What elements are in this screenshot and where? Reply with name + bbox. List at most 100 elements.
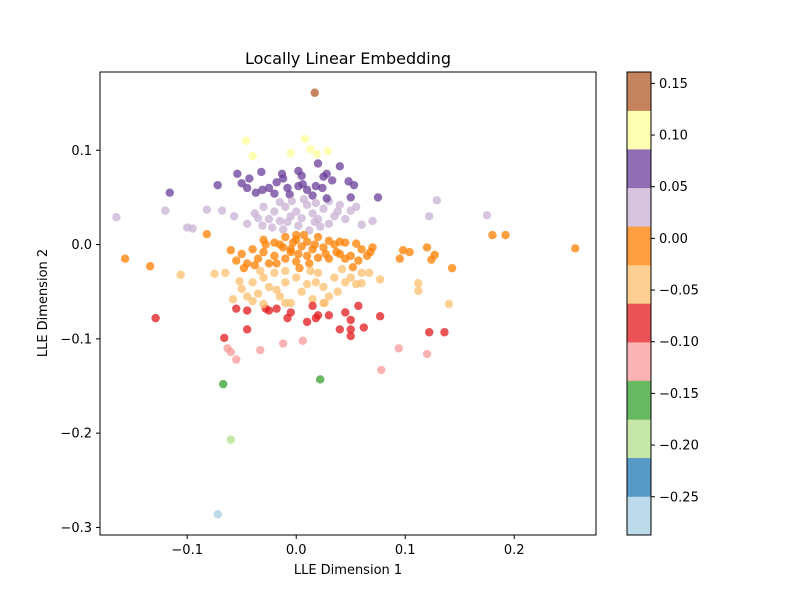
- data-point: [277, 169, 287, 179]
- data-point: [310, 88, 319, 97]
- data-point: [213, 510, 222, 519]
- data-point: [248, 245, 257, 254]
- data-point: [319, 204, 328, 213]
- data-point: [341, 254, 350, 263]
- points-layer: [112, 88, 580, 519]
- data-point: [217, 206, 227, 215]
- data-point: [348, 262, 358, 272]
- data-point: [259, 273, 268, 282]
- plot-frame: [99, 71, 597, 536]
- data-point: [272, 259, 281, 268]
- data-point: [297, 287, 306, 296]
- data-point: [422, 349, 432, 359]
- y-axis-label: LLE Dimension 2: [36, 249, 51, 357]
- data-point: [337, 264, 347, 274]
- data-point: [327, 176, 337, 185]
- data-point: [275, 197, 285, 207]
- data-point: [292, 207, 301, 216]
- data-point: [319, 172, 328, 181]
- data-point: [357, 245, 366, 254]
- colorbar-segment: [627, 303, 651, 343]
- data-point: [313, 232, 323, 242]
- data-point: [302, 237, 312, 246]
- data-point: [341, 214, 350, 224]
- data-point: [294, 221, 303, 230]
- data-point: [298, 180, 307, 189]
- data-point: [346, 325, 355, 334]
- data-point: [368, 216, 377, 226]
- data-point: [335, 200, 345, 210]
- data-point: [270, 189, 279, 198]
- data-point: [281, 202, 290, 212]
- data-point: [292, 257, 301, 266]
- colorbar-segment: [627, 496, 651, 536]
- data-point: [213, 180, 222, 190]
- data-point: [313, 253, 323, 262]
- data-point: [308, 209, 317, 218]
- x-axis: −0.1 0.0 0.1 0.2: [171, 535, 525, 558]
- data-point: [351, 239, 361, 248]
- data-point: [341, 278, 350, 287]
- data-point: [425, 328, 434, 337]
- data-point: [220, 333, 229, 343]
- data-point: [145, 262, 155, 271]
- data-point: [235, 277, 244, 286]
- data-point: [324, 236, 334, 245]
- data-point: [264, 282, 274, 292]
- data-point: [264, 214, 274, 224]
- colorbar-segment: [627, 380, 651, 420]
- data-point: [283, 313, 292, 323]
- data-point: [311, 278, 321, 287]
- colorbar-tick-label: −0.20: [659, 439, 699, 454]
- data-point: [297, 242, 306, 251]
- data-point: [202, 229, 212, 239]
- data-point: [253, 254, 263, 263]
- data-point: [288, 238, 298, 247]
- data-point: [324, 292, 334, 301]
- data-point: [281, 254, 290, 263]
- data-point: [313, 159, 323, 168]
- data-point: [248, 151, 257, 161]
- data-point: [299, 230, 309, 240]
- data-point: [373, 193, 383, 202]
- data-point: [305, 259, 314, 268]
- data-point: [264, 259, 274, 268]
- colorbar-tick-label: 0.15: [659, 77, 688, 92]
- y-tick-label: −0.2: [60, 427, 92, 442]
- data-point: [229, 212, 239, 221]
- data-point: [306, 145, 315, 154]
- data-point: [275, 216, 285, 226]
- data-point: [488, 230, 497, 240]
- data-point: [242, 292, 252, 301]
- data-point: [256, 266, 265, 276]
- colorbar-segment: [627, 264, 651, 304]
- data-point: [272, 285, 281, 295]
- data-point: [306, 266, 315, 276]
- data-point: [332, 247, 341, 257]
- data-point: [112, 213, 121, 222]
- data-point: [272, 178, 281, 187]
- data-point: [248, 278, 257, 287]
- data-point: [308, 191, 317, 200]
- data-point: [226, 435, 236, 444]
- data-point: [302, 279, 312, 289]
- data-point: [264, 183, 274, 193]
- colorbar-segment: [627, 457, 651, 497]
- data-point: [311, 313, 321, 323]
- data-point: [272, 304, 281, 313]
- data-point: [346, 331, 355, 341]
- data-point: [281, 278, 290, 287]
- data-point: [310, 240, 319, 249]
- data-point: [242, 325, 252, 334]
- data-point: [218, 379, 228, 389]
- data-point: [311, 181, 321, 191]
- data-point: [354, 301, 363, 311]
- colorbar-segment: [627, 419, 651, 459]
- data-point: [242, 306, 252, 315]
- data-point: [250, 261, 259, 270]
- data-point: [357, 279, 366, 288]
- data-point: [302, 251, 312, 261]
- data-point: [264, 306, 274, 315]
- data-point: [405, 247, 414, 257]
- data-point: [259, 247, 268, 257]
